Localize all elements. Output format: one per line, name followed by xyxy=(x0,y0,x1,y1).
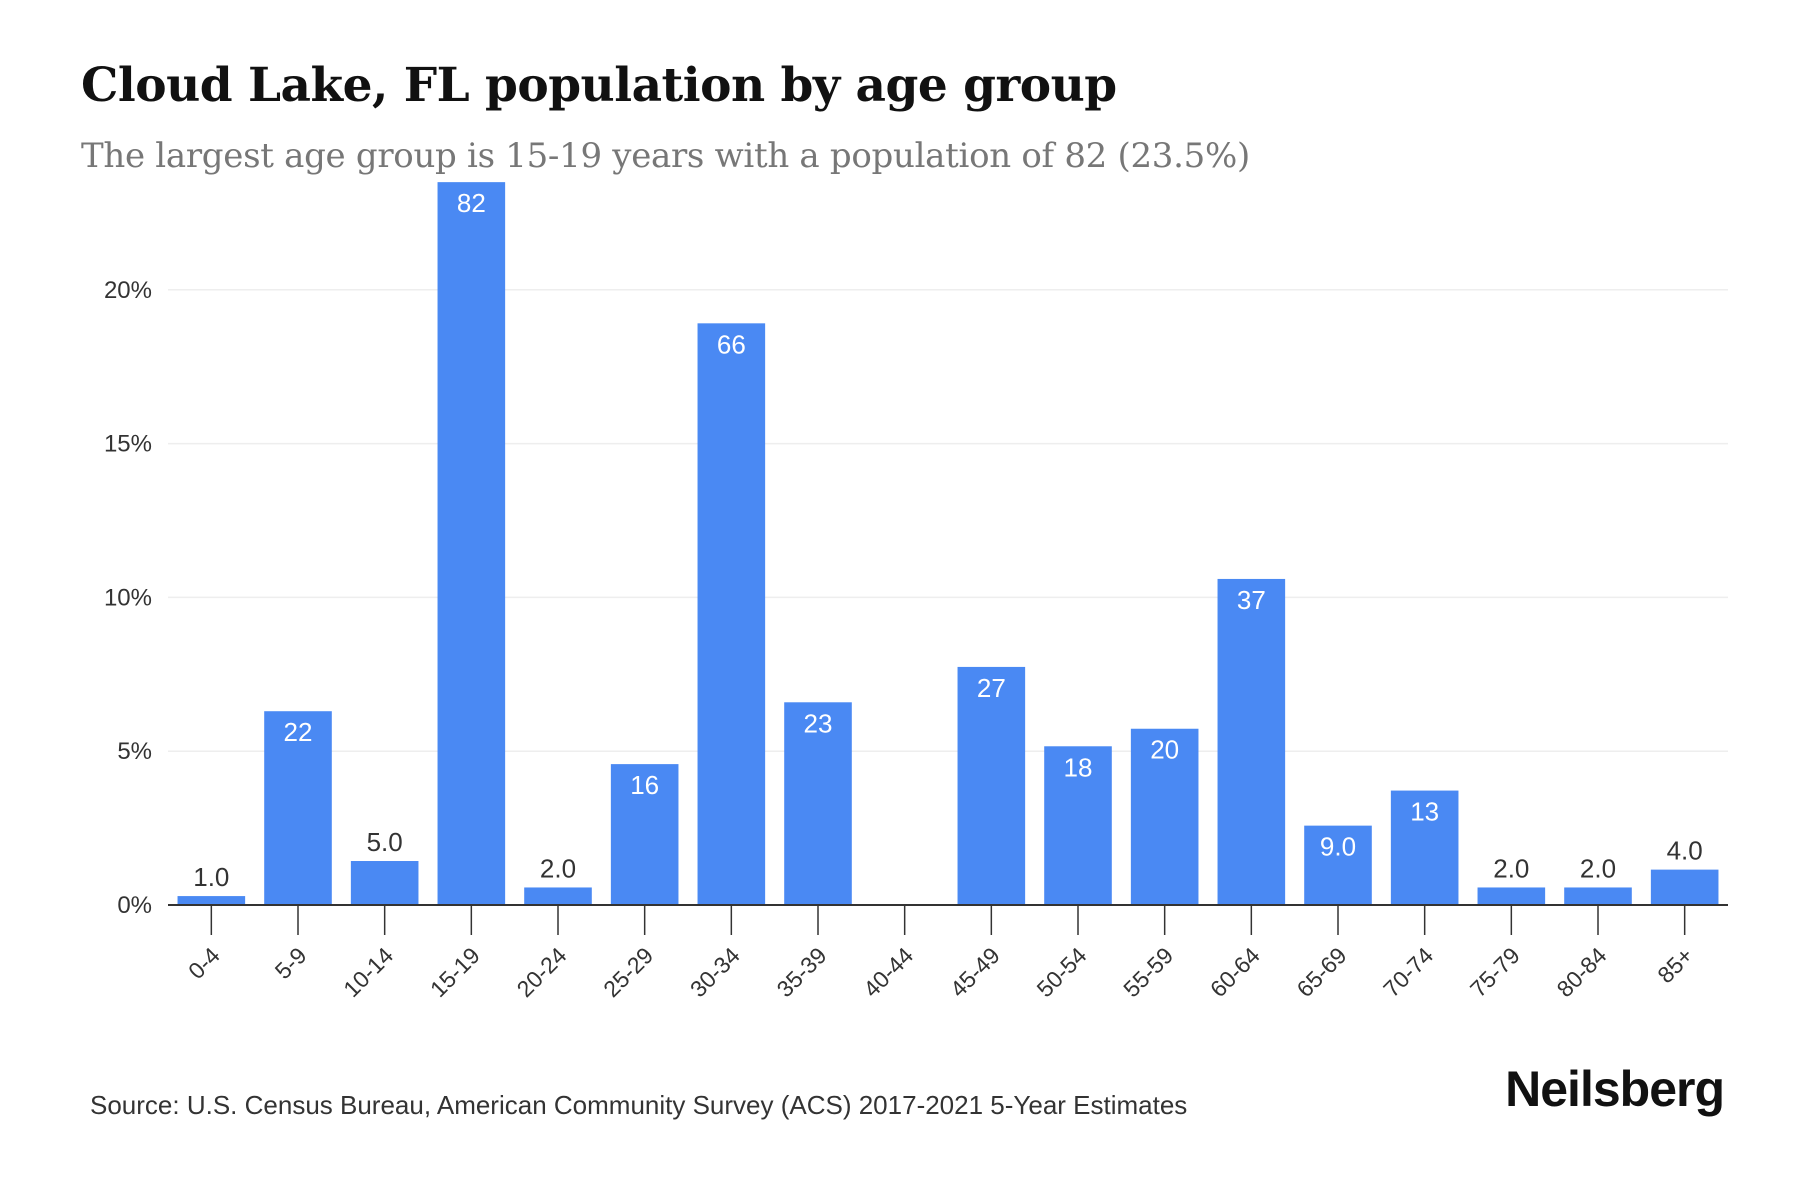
chart-subtitle: The largest age group is 15-19 years wit… xyxy=(81,136,1250,176)
bar[interactable] xyxy=(1390,790,1459,905)
x-category-label: 10-14 xyxy=(338,942,398,1002)
brand-logo[interactable]: Neilsberg xyxy=(1505,1061,1725,1117)
x-category-label: 5-9 xyxy=(270,942,312,984)
bar-value-label: 18 xyxy=(1064,752,1093,782)
labels: 0% 5% 10% 15% 20% 1.0 0-4 22 5-9 5.0 10-14 82 15-19 2… xyxy=(104,188,1703,1002)
bar-value-label: 20 xyxy=(1150,735,1179,765)
x-category-label: 80-84 xyxy=(1552,942,1612,1002)
bar[interactable] xyxy=(1650,869,1719,905)
bar[interactable] xyxy=(610,764,679,905)
bar[interactable] xyxy=(1217,578,1286,905)
bar-value-label: 5.0 xyxy=(367,827,403,857)
x-category-label: 0-4 xyxy=(183,942,225,984)
bar-value-label: 2.0 xyxy=(1493,853,1529,883)
x-category-label: 55-59 xyxy=(1118,942,1178,1002)
bar[interactable] xyxy=(1130,728,1199,905)
y-tick-label: 15% xyxy=(104,431,152,458)
bar-value-label: 4.0 xyxy=(1667,836,1703,866)
y-tick-label: 20% xyxy=(104,277,152,304)
bar[interactable] xyxy=(1304,825,1372,905)
chart-title: Cloud Lake, FL population by age group xyxy=(81,58,1117,113)
x-category-label: 60-64 xyxy=(1205,942,1265,1002)
y-tick-label: 0% xyxy=(117,892,152,919)
x-category-label: 15-19 xyxy=(425,942,485,1002)
bar-value-label: 82 xyxy=(457,188,486,218)
x-category-label: 50-54 xyxy=(1032,942,1092,1002)
bar[interactable] xyxy=(697,323,766,906)
y-tick-label: 5% xyxy=(117,738,152,765)
x-category-label: 70-74 xyxy=(1378,942,1438,1002)
bar[interactable] xyxy=(350,861,419,905)
x-category-label: 40-44 xyxy=(858,942,918,1002)
bar-value-label: 13 xyxy=(1410,797,1439,827)
bar[interactable] xyxy=(1477,887,1546,905)
x-category-label: 35-39 xyxy=(772,942,832,1002)
bar[interactable] xyxy=(264,711,332,905)
y-tick-label: 10% xyxy=(104,584,152,611)
bar-value-label: 16 xyxy=(630,770,659,800)
bar[interactable] xyxy=(524,887,592,905)
x-category-label: 30-34 xyxy=(685,942,745,1002)
bar-value-label: 66 xyxy=(717,329,746,359)
x-category-label: 65-69 xyxy=(1292,942,1352,1002)
x-category-label: 85+ xyxy=(1652,942,1698,988)
x-category-label: 75-79 xyxy=(1465,942,1525,1002)
bar[interactable] xyxy=(177,896,246,905)
gridlines xyxy=(168,289,1728,752)
bar-value-label: 23 xyxy=(804,708,833,738)
bar-value-label: 9.0 xyxy=(1320,832,1356,862)
x-axis xyxy=(168,904,1728,935)
bar[interactable] xyxy=(437,182,506,905)
bar-value-label: 37 xyxy=(1237,585,1266,615)
bar-value-label: 2.0 xyxy=(540,853,576,883)
source-note: Source: U.S. Census Bureau, American Com… xyxy=(90,1090,1188,1120)
bar[interactable] xyxy=(957,666,1026,905)
x-category-label: 45-49 xyxy=(945,942,1005,1002)
bar-value-label: 27 xyxy=(977,673,1006,703)
bar[interactable] xyxy=(784,702,852,905)
x-category-label: 20-24 xyxy=(512,942,572,1002)
x-category-label: 25-29 xyxy=(598,942,658,1002)
bar-value-label: 2.0 xyxy=(1580,853,1616,883)
bar-value-label: 1.0 xyxy=(193,862,229,892)
bars xyxy=(177,182,1719,906)
bar[interactable] xyxy=(1044,746,1112,905)
bar[interactable] xyxy=(1564,887,1632,905)
bar-value-label: 22 xyxy=(284,717,313,747)
